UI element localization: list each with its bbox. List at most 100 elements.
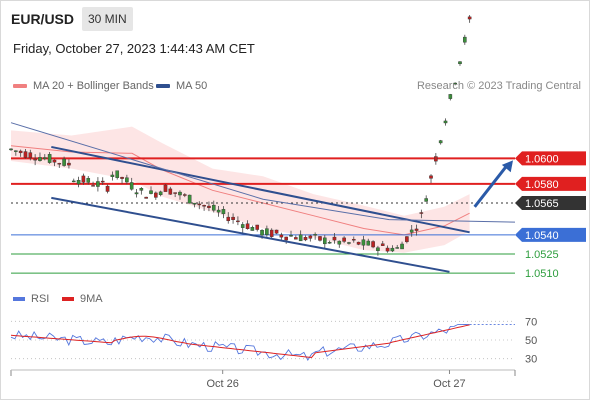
candle-body-90 [443, 120, 448, 124]
candle-body-91 [448, 94, 453, 99]
candle-body-43 [216, 209, 221, 213]
candle-body-69 [342, 237, 346, 242]
candle-body-10 [57, 163, 62, 165]
candle-body-27 [139, 188, 144, 191]
candle-body-57 [284, 236, 288, 241]
candle-body-82 [405, 236, 409, 243]
candle-body-9 [52, 159, 57, 163]
candle-body-2 [18, 150, 23, 154]
candle-body-93 [458, 61, 462, 65]
channel-upper-line [51, 145, 470, 234]
candle-body-40 [202, 205, 206, 207]
candle-body-19 [100, 180, 105, 183]
ma50-swatch [156, 84, 170, 88]
candle-body-35 [178, 191, 182, 196]
level-badge-3 [515, 227, 586, 242]
candle-body-12 [67, 162, 71, 166]
candle-body-68 [337, 240, 342, 245]
legend-9ma: 9MA [62, 293, 103, 305]
legend-ma50-label: MA 50 [176, 80, 208, 92]
candle-body-70 [347, 242, 351, 244]
candle-body-84 [414, 228, 419, 231]
rsi-ma9-line [10, 324, 470, 359]
candle-body-71 [351, 238, 356, 241]
timeframe-badge[interactable]: 30 MIN [82, 7, 133, 31]
candle-body-50 [250, 227, 255, 231]
candle-body-25 [129, 182, 134, 190]
candle-body-59 [294, 237, 298, 240]
candle-body-53 [265, 228, 269, 235]
candle-body-89 [438, 140, 443, 144]
candle-body-52 [260, 230, 264, 236]
candle-body-7 [42, 157, 47, 160]
candle-body-46 [231, 216, 235, 221]
candle-body-61 [303, 237, 308, 241]
candle-body-65 [323, 237, 327, 245]
candle-body-23 [120, 176, 124, 179]
candle-body-39 [197, 203, 202, 206]
candle-body-47 [236, 220, 240, 223]
candle-body-20 [105, 185, 110, 192]
rsi-line [10, 323, 470, 362]
candle-body-17 [91, 185, 95, 187]
candle-body-33 [168, 188, 173, 195]
ma50-line [10, 122, 516, 223]
candle-body-94 [463, 36, 467, 43]
candle-body-41 [207, 205, 211, 208]
candle-body-74 [366, 240, 371, 246]
legend-bollinger-label: MA 20 + Bollinger Bands [33, 80, 154, 92]
level-label-4: 1.0525 [525, 249, 559, 261]
candle-body-83 [409, 229, 414, 233]
candle-body-62 [308, 235, 313, 239]
candle-body-77 [380, 243, 385, 246]
legend-bollinger: MA 20 + Bollinger Bands [13, 80, 154, 92]
candle-body-64 [318, 236, 322, 241]
candle-body-76 [376, 247, 380, 251]
candle-body-4 [28, 152, 33, 159]
candle-body-78 [385, 247, 390, 252]
candle-body-31 [158, 191, 163, 196]
price-levels [11, 157, 515, 274]
candle-body-80 [395, 247, 400, 249]
candle-body-21 [110, 174, 115, 177]
candle-body-44 [221, 209, 226, 215]
candle-body-11 [62, 158, 66, 166]
candle-body-92 [453, 82, 457, 85]
candle-body-29 [149, 190, 153, 194]
candle-body-24 [125, 177, 129, 183]
level-label-2: 1.0565 [525, 198, 559, 210]
rsi-swatch [13, 297, 25, 301]
candle-body-5 [33, 158, 37, 161]
candle-body-34 [173, 192, 177, 194]
candle-body-87 [429, 175, 433, 179]
candle-body-26 [134, 192, 139, 195]
candle-body-0 [9, 148, 13, 151]
candle-body-1 [14, 150, 18, 152]
rsi-tick-label-2: 30 [525, 354, 537, 366]
x-axis: Oct 26 Oct 27 [10, 369, 516, 390]
candles [9, 15, 472, 256]
candle-body-95 [467, 16, 472, 20]
candle-body-75 [371, 241, 375, 248]
level-labels: 1.0600 1.0580 1.0565 1.0540 1.0525 1.0510 [515, 151, 586, 280]
candle-body-63 [313, 234, 317, 236]
bollinger-swatch [13, 84, 27, 88]
candle-body-49 [245, 223, 250, 230]
candle-body-86 [424, 198, 428, 202]
level-label-0: 1.0600 [525, 153, 559, 165]
legend-rsi: RSI [13, 293, 49, 305]
legend-rsi-label: RSI [31, 293, 50, 305]
level-label-5: 1.0510 [525, 268, 559, 280]
candle-body-16 [86, 178, 91, 183]
level-badge-2 [515, 196, 586, 211]
candle-body-55 [274, 229, 279, 234]
datetime-label: Friday, October 27, 2023 1:44:43 AM CET [13, 41, 255, 56]
legend-ma50: MA 50 [156, 80, 207, 92]
level-badge-1 [515, 176, 586, 191]
candle-body-60 [298, 234, 303, 242]
x-tick-label-1: Oct 27 [433, 378, 465, 390]
candle-body-66 [327, 242, 332, 244]
candle-body-13 [71, 180, 76, 183]
candle-body-56 [279, 234, 284, 238]
